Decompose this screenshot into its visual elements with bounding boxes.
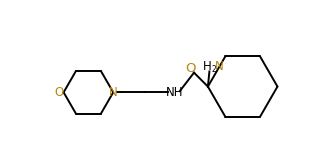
Text: N: N — [109, 86, 118, 99]
Text: 2: 2 — [211, 65, 216, 74]
Text: O: O — [185, 62, 196, 75]
Text: H: H — [203, 60, 211, 73]
Text: NH: NH — [166, 86, 183, 99]
Text: N: N — [215, 60, 224, 73]
Text: O: O — [54, 86, 63, 99]
